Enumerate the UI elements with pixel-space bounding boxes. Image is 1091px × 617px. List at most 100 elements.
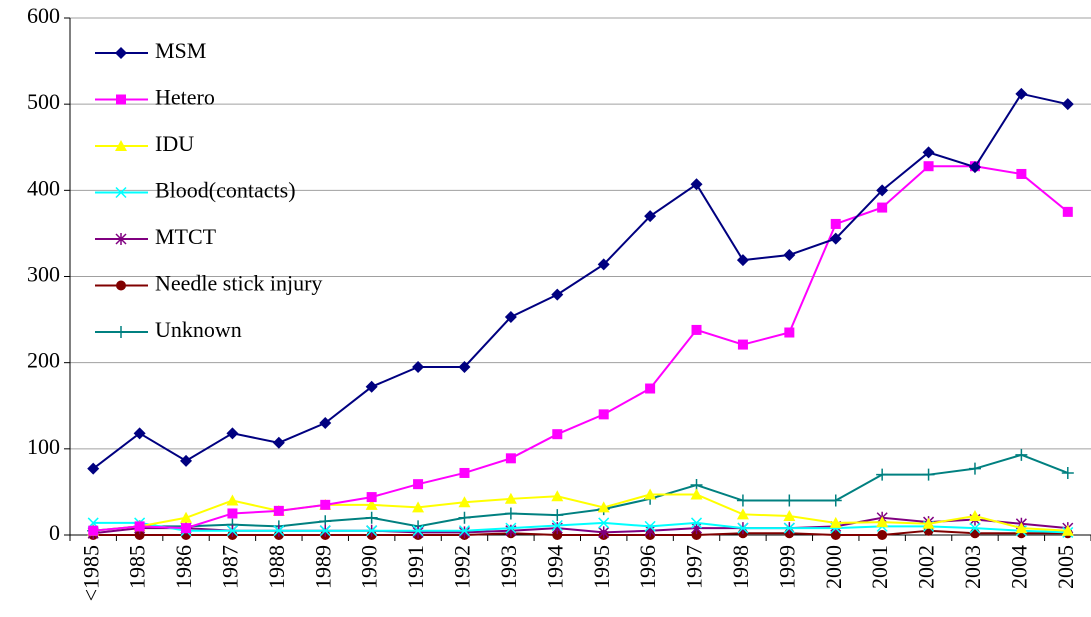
legend-marker [115, 326, 127, 338]
data-point [1061, 524, 1074, 536]
data-point [691, 324, 702, 335]
data-point [598, 526, 610, 539]
x-tick-label: 1993 [496, 545, 521, 589]
y-tick-label: 600 [27, 3, 60, 28]
x-tick-label: 2002 [914, 545, 939, 589]
data-point [645, 383, 656, 394]
legend-marker [115, 140, 127, 151]
data-point [412, 525, 424, 537]
data-point [876, 468, 889, 481]
data-point [412, 526, 424, 539]
data-point [458, 360, 471, 373]
data-point [876, 184, 889, 197]
series-line [92, 92, 1069, 470]
data-point [969, 522, 981, 534]
data-point [227, 508, 238, 519]
legend-marker [115, 186, 127, 199]
data-point [968, 462, 981, 475]
data-point [783, 494, 796, 507]
data-point [319, 525, 331, 537]
data-point [598, 409, 609, 420]
series-line [93, 453, 1069, 532]
data-point [134, 521, 145, 532]
data-point [1061, 98, 1074, 111]
data-point [366, 525, 378, 537]
data-point [1061, 466, 1074, 479]
data-point [690, 522, 703, 535]
data-point [412, 501, 425, 513]
data-point [180, 511, 193, 523]
x-tick-label: 1999 [774, 545, 799, 589]
data-point [922, 517, 935, 529]
data-point [551, 490, 564, 502]
data-point [366, 492, 377, 503]
data-point [458, 496, 471, 508]
legend-marker [116, 280, 126, 291]
data-point [690, 517, 703, 529]
data-point [319, 416, 332, 429]
data-point [691, 530, 702, 540]
data-point [458, 511, 471, 524]
data-point [690, 178, 703, 191]
data-point [88, 525, 99, 536]
x-tick-label: 1995 [589, 545, 614, 589]
data-point [1015, 87, 1028, 100]
data-point [1062, 206, 1073, 217]
data-point [272, 436, 285, 449]
legend-marker [115, 47, 127, 59]
data-point [459, 467, 470, 478]
legend-label: MTCT [155, 224, 217, 249]
data-point [829, 516, 842, 528]
legend-label: Unknown [155, 317, 242, 342]
x-tick-label: 1988 [264, 545, 289, 589]
x-tick-label: 1989 [310, 545, 335, 589]
data-point [87, 462, 100, 475]
x-tick-label: 1992 [450, 545, 475, 589]
data-point [226, 494, 239, 506]
data-point [1015, 522, 1028, 534]
data-point [552, 530, 563, 540]
x-tick-label: 1986 [171, 545, 196, 589]
data-point [1016, 168, 1027, 179]
y-tick-label: 500 [27, 89, 60, 114]
data-point [690, 488, 703, 500]
data-point [365, 498, 378, 510]
data-point [968, 510, 981, 522]
data-point [551, 509, 564, 522]
legend-label: MSM [155, 38, 206, 63]
data-point [226, 427, 239, 440]
x-tick-label: 1994 [542, 545, 567, 589]
data-point [736, 508, 749, 520]
x-tick-label: 1998 [728, 545, 753, 589]
data-point [412, 360, 425, 373]
legend-marker [115, 233, 127, 245]
data-point [969, 528, 980, 539]
x-tick-label: 2000 [821, 545, 846, 589]
series-line [93, 165, 1069, 532]
data-point [644, 520, 656, 532]
data-point [597, 258, 610, 271]
series-line [93, 493, 1068, 532]
data-point [320, 499, 331, 510]
y-tick-label: 300 [27, 262, 60, 287]
x-tick-label: 1991 [403, 545, 428, 589]
data-point [829, 232, 842, 245]
data-point [134, 530, 145, 540]
data-point [784, 327, 795, 338]
x-tick-label: 1997 [682, 545, 707, 589]
x-tick-label: <1985 [78, 545, 103, 601]
data-point [737, 339, 748, 350]
data-point [504, 492, 517, 504]
data-point [877, 530, 888, 540]
data-point [644, 488, 657, 500]
data-point [226, 525, 238, 537]
data-point [458, 526, 471, 539]
data-point [181, 523, 192, 534]
legend-label: Hetero [155, 85, 215, 110]
data-point [365, 380, 378, 393]
legend-marker [116, 94, 126, 105]
legend-label: Blood(contacts) [155, 178, 296, 203]
data-point [597, 501, 610, 513]
data-point [133, 427, 146, 440]
